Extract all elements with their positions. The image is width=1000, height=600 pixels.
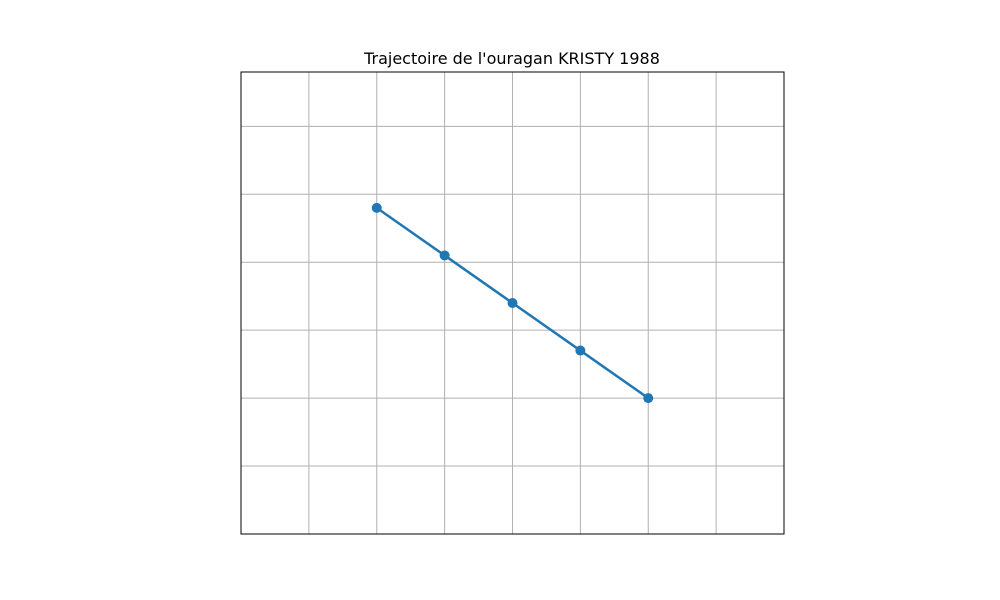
grid-lines [241,72,784,534]
data-point [643,393,654,404]
chart-title: Trajectoire de l'ouragan KRISTY 1988 [363,49,660,68]
data-point [575,345,586,356]
data-point [507,298,518,308]
plot-frame [240,71,785,535]
series-layer [371,202,654,404]
data-point [439,250,450,261]
data-point [371,202,382,213]
